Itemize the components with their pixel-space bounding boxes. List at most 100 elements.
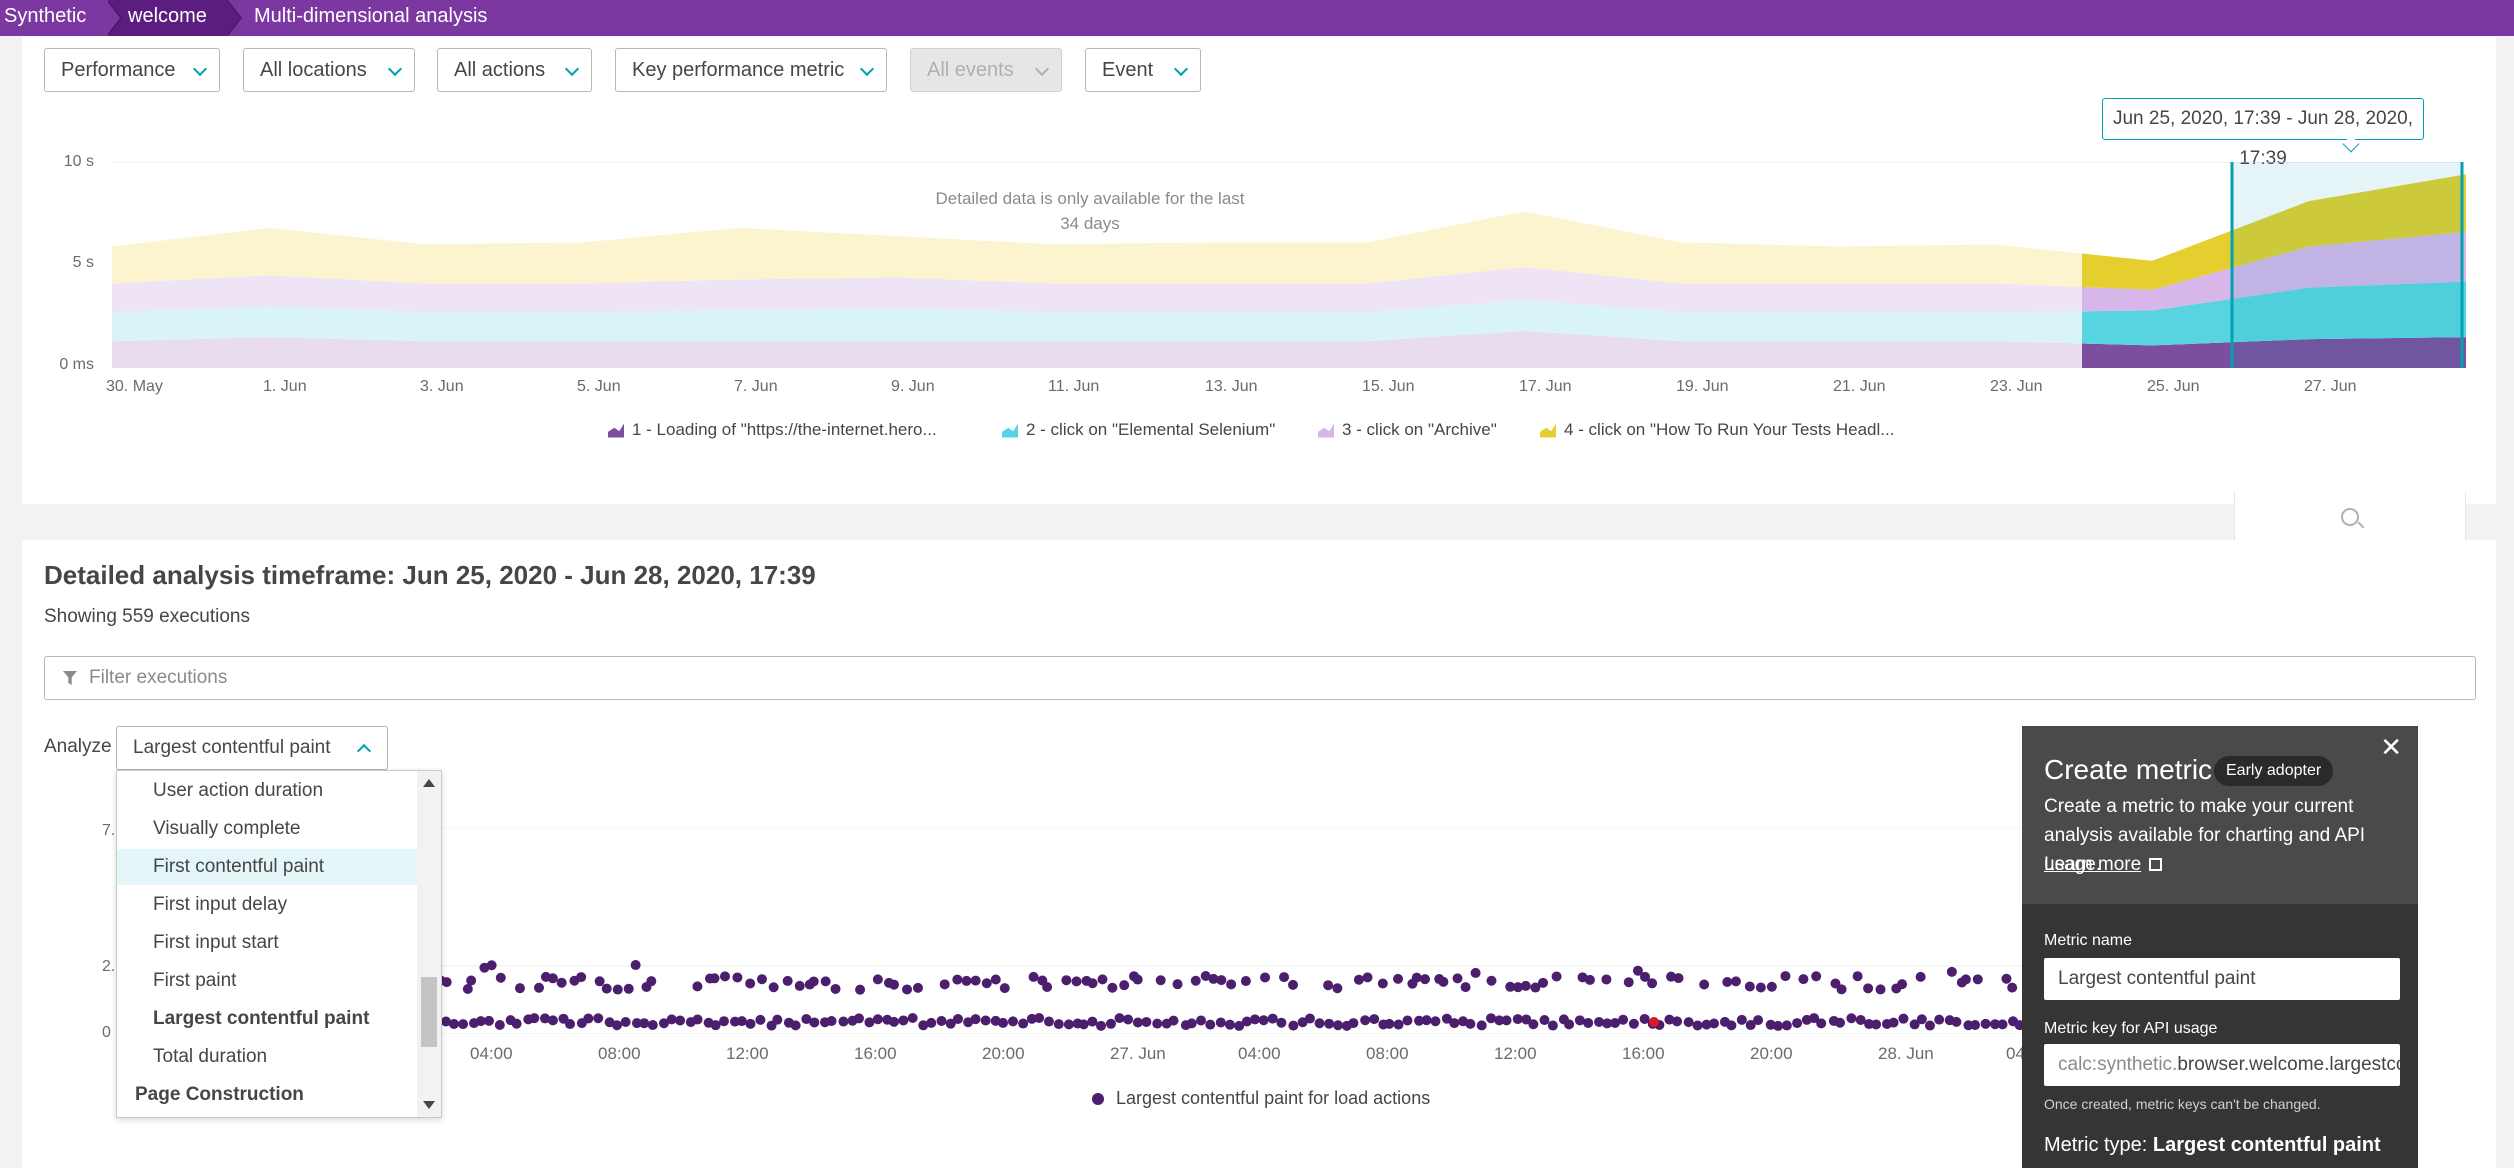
scatter-point[interactable]	[1816, 1018, 1827, 1029]
scatter-point[interactable]	[1512, 1014, 1523, 1025]
scatter-point[interactable]	[1132, 974, 1143, 985]
zoom-tab[interactable]	[2234, 492, 2466, 540]
menu-item[interactable]: Total duration	[153, 1046, 268, 1067]
scatter-point[interactable]	[1811, 971, 1822, 982]
menu-item[interactable]: First contentful paint	[117, 849, 417, 885]
scatter-point[interactable]	[1186, 1018, 1197, 1029]
scatter-point[interactable]	[999, 983, 1010, 994]
scatter-point[interactable]	[872, 974, 883, 985]
scatter-point[interactable]	[1632, 965, 1643, 976]
scatter-point[interactable]	[1097, 974, 1108, 985]
scatter-point[interactable]	[1172, 979, 1183, 990]
scatter-point[interactable]	[1393, 1019, 1404, 1030]
scatter-point[interactable]	[1260, 972, 1271, 983]
scatter-point[interactable]	[611, 1020, 622, 1031]
scatter-point[interactable]	[1123, 1014, 1134, 1025]
scatter-point[interactable]	[1438, 976, 1449, 987]
scatter-point[interactable]	[1594, 1016, 1605, 1027]
scatter-point[interactable]	[1168, 1015, 1179, 1026]
scrollbar-thumb[interactable]	[421, 977, 437, 1047]
scatter-point[interactable]	[1520, 980, 1531, 991]
scatter-point[interactable]	[1547, 1020, 1558, 1031]
legend-item-1[interactable]: 1 - Loading of "https://the-internet.her…	[608, 420, 937, 440]
scatter-point[interactable]	[1539, 1015, 1550, 1026]
scatter-point[interactable]	[1753, 1015, 1764, 1026]
menu-item[interactable]: User action duration	[153, 780, 324, 801]
scatter-point[interactable]	[1026, 1013, 1037, 1024]
scatter-point[interactable]	[1673, 973, 1684, 984]
scatter-point[interactable]	[1486, 975, 1497, 986]
scatter-point[interactable]	[458, 1019, 469, 1030]
scatter-point[interactable]	[1087, 978, 1098, 989]
scatter-point[interactable]	[1155, 975, 1166, 986]
scatter-point[interactable]	[1755, 982, 1766, 993]
scatter-point[interactable]	[782, 975, 793, 986]
scatter-point[interactable]	[1096, 1020, 1107, 1031]
scatter-point[interactable]	[1362, 972, 1373, 983]
scatter-point[interactable]	[1852, 971, 1863, 982]
scatter-point[interactable]	[981, 978, 992, 989]
scatter-point[interactable]	[1551, 971, 1562, 982]
scrollbar[interactable]	[417, 771, 441, 1117]
scatter-point[interactable]	[1835, 1017, 1846, 1028]
scatter-point[interactable]	[970, 1014, 981, 1025]
scatter-point[interactable]	[1476, 1020, 1487, 1031]
scatter-point[interactable]	[1441, 1013, 1452, 1024]
scatter-point[interactable]	[1420, 974, 1431, 985]
scatter-legend[interactable]: Largest contentful paint for load action…	[1092, 1088, 1430, 1109]
scatter-point[interactable]	[692, 981, 703, 992]
scatter-point[interactable]	[1332, 983, 1343, 994]
scatter-point[interactable]	[1701, 1019, 1712, 1030]
scatter-point[interactable]	[872, 1014, 883, 1025]
scatter-point[interactable]	[440, 1016, 451, 1027]
learn-more-link[interactable]: Learn more	[2044, 854, 2163, 876]
scatter-point[interactable]	[1486, 1013, 1497, 1024]
scatter-point[interactable]	[514, 983, 525, 994]
scatter-point[interactable]	[533, 982, 544, 993]
scatter-point[interactable]	[1249, 1014, 1260, 1025]
scatter-point[interactable]	[1208, 973, 1219, 984]
scatter-point[interactable]	[1745, 1020, 1756, 1031]
scatter-point[interactable]	[1360, 1015, 1371, 1026]
scatter-point[interactable]	[1584, 974, 1595, 985]
scatter-point[interactable]	[1494, 1015, 1505, 1026]
stacked-area-chart[interactable]	[112, 162, 2466, 368]
scatter-point[interactable]	[1007, 1016, 1018, 1027]
scatter-point[interactable]	[709, 973, 720, 984]
performance-dropdown[interactable]: Performance	[44, 48, 220, 92]
scroll-down-icon[interactable]	[423, 1101, 435, 1109]
scatter-point[interactable]	[912, 982, 923, 993]
scatter-point[interactable]	[1972, 974, 1983, 985]
area-series-2[interactable]	[112, 281, 2466, 346]
locations-dropdown[interactable]: All locations	[243, 48, 415, 92]
scatter-point[interactable]	[1647, 978, 1658, 989]
scatter-point[interactable]	[1846, 1013, 1857, 1024]
scatter-point[interactable]	[1470, 967, 1481, 978]
scatter-point[interactable]	[1618, 1014, 1629, 1025]
scatter-point[interactable]	[1960, 974, 1971, 985]
scatter-point[interactable]	[755, 1014, 766, 1025]
metric-name-input[interactable]: Largest contentful paint	[2044, 958, 2400, 1000]
scatter-point[interactable]	[1078, 1019, 1089, 1030]
scatter-point[interactable]	[666, 1014, 677, 1025]
scatter-point[interactable]	[1798, 974, 1809, 985]
scatter-point[interactable]	[1934, 1014, 1945, 1025]
scatter-point[interactable]	[936, 1015, 947, 1026]
area-series-2-detailed[interactable]	[112, 281, 2466, 346]
scatter-point[interactable]	[1640, 971, 1651, 982]
scatter-point[interactable]	[1288, 979, 1299, 990]
scatter-point[interactable]	[1215, 1017, 1226, 1028]
scatter-point[interactable]	[539, 1013, 550, 1024]
scatter-point[interactable]	[576, 972, 587, 983]
area-series-1-detailed[interactable]	[112, 331, 2466, 368]
legend-item-3[interactable]: 3 - click on "Archive"	[1318, 420, 1497, 440]
scatter-point[interactable]	[790, 1020, 801, 1031]
metric-dropdown[interactable]: Key performance metric	[615, 48, 887, 92]
close-icon[interactable]: ✕	[2380, 732, 2402, 762]
scatter-point[interactable]	[1744, 981, 1755, 992]
scatter-point[interactable]	[1267, 1013, 1278, 1024]
scatter-point[interactable]	[1421, 1015, 1432, 1026]
scatter-point[interactable]	[1623, 977, 1634, 988]
scatter-point[interactable]	[1997, 1019, 2008, 1030]
scatter-point[interactable]	[1709, 1018, 1720, 1029]
